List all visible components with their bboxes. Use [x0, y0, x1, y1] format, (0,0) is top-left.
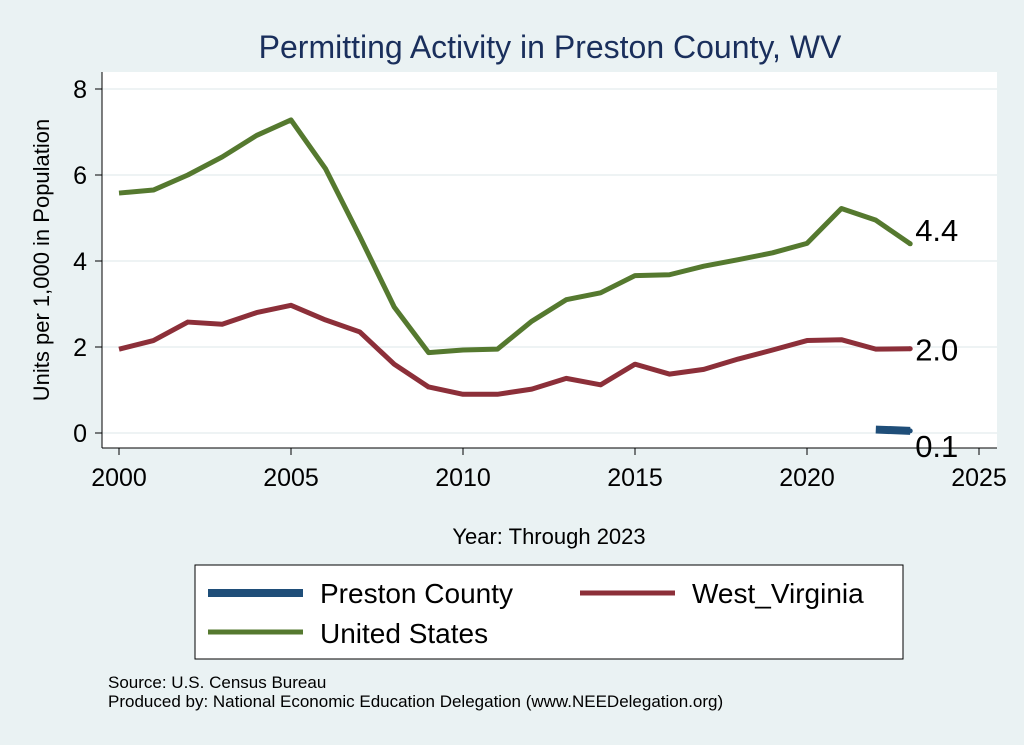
legend-box — [194, 564, 904, 660]
chart-title: Permitting Activity in Preston County, W… — [259, 29, 842, 65]
x-tick-label: 2020 — [779, 464, 835, 492]
y-axis: 0 2 4 6 8 — [73, 72, 103, 448]
y-tick-label: 2 — [73, 334, 87, 362]
x-tick-label: 2015 — [607, 464, 663, 492]
legend-label-preston-county: Preston County — [320, 578, 513, 609]
series-line-united-states — [118, 117, 912, 356]
legend: Preston County West_Virginia United Stat… — [194, 564, 904, 660]
legend-label-west-virginia: West_Virginia — [692, 578, 864, 609]
x-axis-label: Year: Through 2023 — [452, 524, 645, 549]
x-tick-label: 2005 — [263, 464, 319, 492]
y-tick-label: 6 — [73, 162, 87, 190]
source-note: Source: U.S. Census Bureau — [108, 673, 326, 692]
grid-lines — [102, 88, 997, 434]
end-point-preston-county — [907, 428, 913, 434]
end-point-west-virginia — [907, 346, 913, 352]
end-labels: 2.0 4.4 0.1 — [915, 213, 958, 464]
x-axis: 2000 2005 2010 2015 2020 2025 — [91, 447, 1007, 492]
legend-label-united-states: United States — [320, 618, 488, 649]
produced-by-note: Produced by: National Economic Education… — [108, 692, 723, 711]
x-tick-label: 2025 — [951, 464, 1007, 492]
series-line-west-virginia — [118, 302, 911, 397]
y-tick-label: 8 — [73, 76, 87, 104]
end-label-united-states: 4.4 — [915, 213, 958, 248]
x-tick-label: 2010 — [435, 464, 491, 492]
series-line-preston-county — [875, 425, 911, 435]
y-tick-label: 0 — [73, 420, 87, 448]
series-layer — [118, 117, 913, 435]
y-tick-label: 4 — [73, 248, 87, 276]
y-axis-label: Units per 1,000 in Population — [29, 119, 54, 402]
end-point-united-states — [907, 241, 913, 247]
x-tick-label: 2000 — [91, 464, 147, 492]
end-label-preston-county: 0.1 — [915, 429, 958, 464]
plot-area — [102, 72, 997, 448]
end-label-west-virginia: 2.0 — [915, 333, 958, 368]
